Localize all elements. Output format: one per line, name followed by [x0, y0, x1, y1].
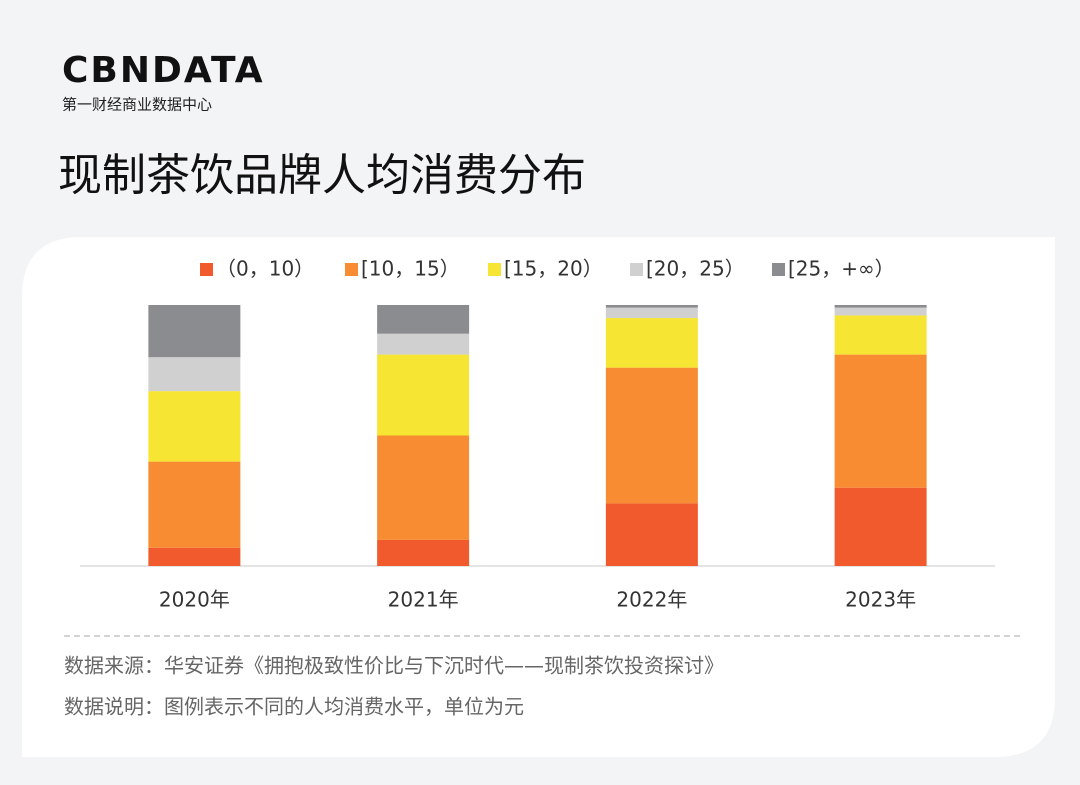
card [22, 237, 1055, 757]
legend-swatch [630, 263, 643, 276]
legend-swatch [200, 263, 213, 276]
bar-segment [605, 307, 698, 319]
bar-segment [148, 357, 241, 392]
legend-label: [25，+∞） [788, 257, 895, 281]
legend-label: [10，15） [361, 257, 460, 281]
logo: CBNDATA [62, 50, 265, 91]
legend-swatch [772, 263, 785, 276]
chart-title: 现制茶饮品牌人均消费分布 [58, 150, 586, 201]
bar-segment [377, 333, 470, 355]
x-tick-label: 2020年 [159, 588, 230, 612]
bar-segment [605, 305, 698, 308]
legend-label: （0，10） [216, 257, 314, 281]
bar-segment [834, 354, 927, 488]
bar-segment [377, 435, 470, 540]
bar-segment [377, 539, 470, 566]
bar-segment [605, 367, 698, 504]
bar-segment [148, 461, 241, 548]
legend-swatch [488, 263, 501, 276]
bar-segment [834, 487, 927, 566]
bar-segment [834, 305, 927, 308]
x-tick-label: 2022年 [616, 588, 687, 612]
source: 数据来源：华安证券《拥抱极致性价比与下沉时代——现制茶饮投资探讨》 [64, 654, 724, 678]
note: 数据说明：图例表示不同的人均消费水平，单位为元 [64, 695, 524, 719]
legend-swatch [345, 263, 358, 276]
logo-subtitle: 第一财经商业数据中心 [62, 96, 212, 114]
x-tick-label: 2021年 [388, 588, 459, 612]
legend-label: [20，25） [646, 257, 745, 281]
bar-segment [834, 307, 927, 316]
bar-segment [377, 354, 470, 436]
bar-segment [148, 305, 241, 358]
legend-label: [15，20） [504, 257, 603, 281]
bar-segment [148, 391, 241, 462]
x-tick-label: 2023年 [845, 588, 916, 612]
bar-segment [148, 547, 241, 566]
bar-segment [605, 503, 698, 566]
bar-segment [377, 305, 470, 334]
bar-segment [834, 315, 927, 355]
bar-segment [605, 318, 698, 368]
